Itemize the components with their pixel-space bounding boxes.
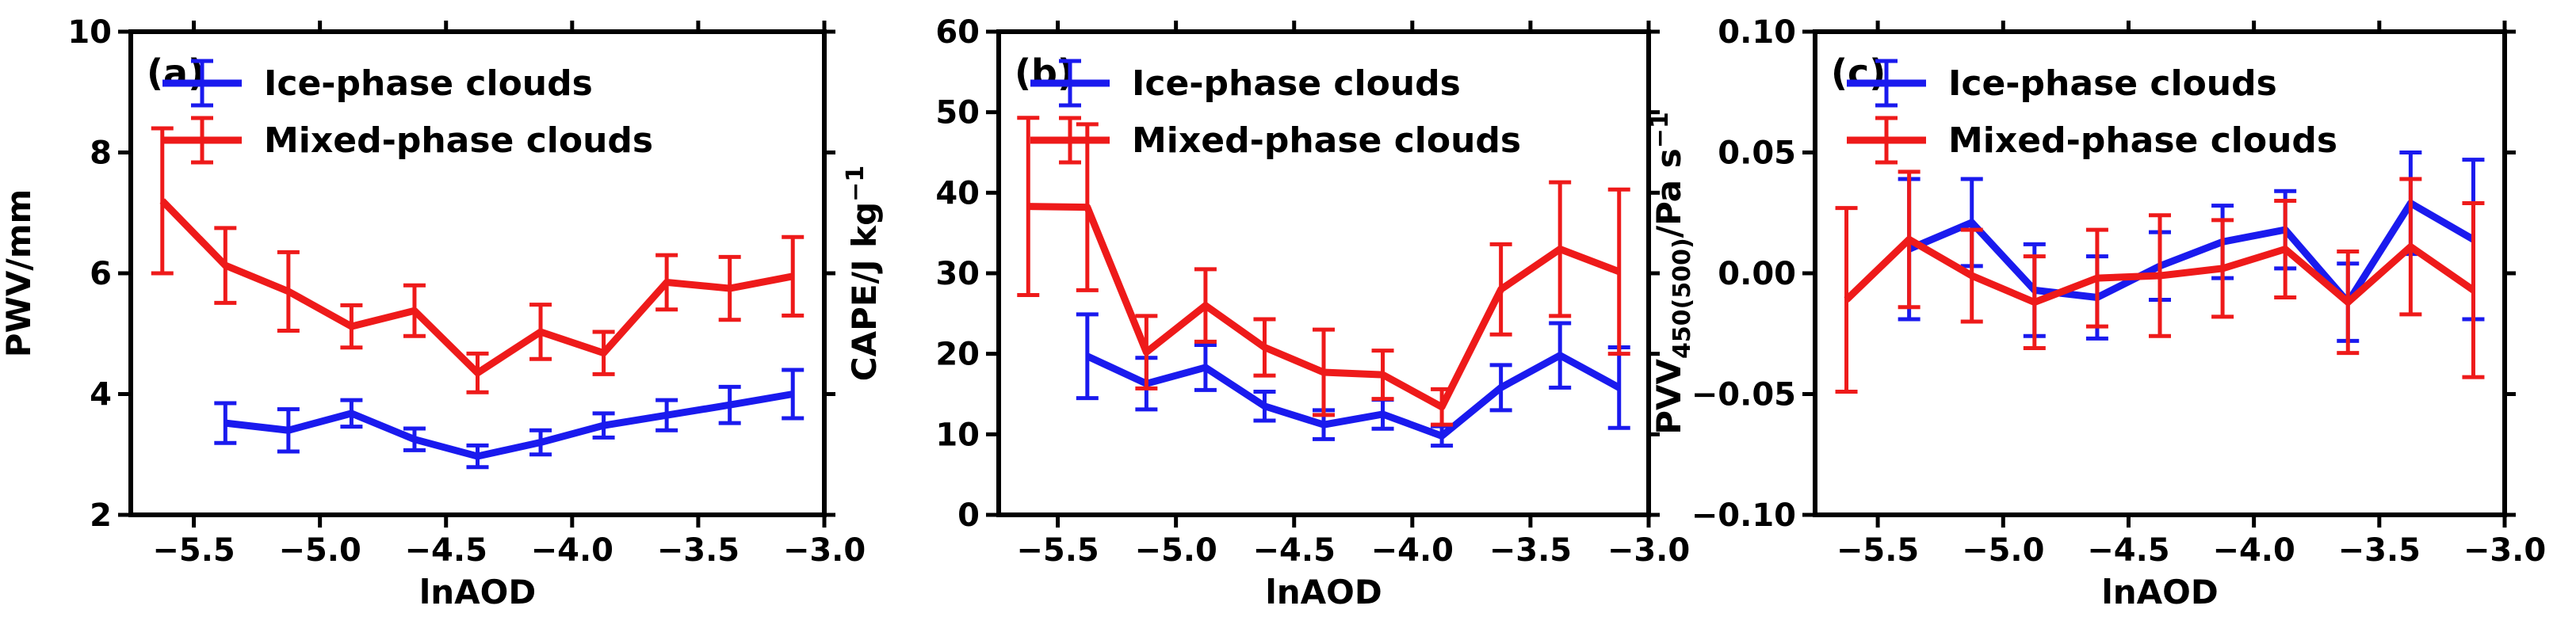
legend-label: Mixed-phase clouds bbox=[264, 120, 653, 161]
legend-item-ice-phase: Ice-phase clouds bbox=[1847, 59, 2277, 108]
series-line bbox=[224, 391, 793, 460]
x-tick-label: −5.0 bbox=[1962, 532, 2044, 569]
x-tick-label: −3.0 bbox=[2463, 532, 2546, 569]
series-line bbox=[159, 198, 794, 377]
y-tick-label: 0.10 bbox=[1718, 14, 1796, 51]
y-axis-label-unit: /Pa s bbox=[1649, 148, 1688, 238]
x-axis-label: lnAOD bbox=[2101, 573, 2218, 611]
y-axis-label: CAPE/J kg−1 bbox=[842, 166, 884, 381]
panel-label: (a) bbox=[147, 51, 204, 94]
y-axis-label-main: PWV/mm bbox=[0, 189, 38, 357]
x-tick-label: −4.0 bbox=[2212, 532, 2295, 569]
series-mixed-phase bbox=[151, 126, 805, 394]
x-tick-label: −3.5 bbox=[1489, 532, 1572, 569]
y-axis-label-superscript: −1 bbox=[1646, 112, 1674, 148]
legend-label: Mixed-phase clouds bbox=[1948, 120, 2337, 161]
y-tick-label: 40 bbox=[935, 175, 980, 211]
x-tick-label: −3.5 bbox=[2338, 532, 2421, 569]
legend-label: Ice-phase clouds bbox=[1948, 63, 2277, 104]
x-tick-label: −4.5 bbox=[2087, 532, 2169, 569]
panel-c: −5.5 −5.0 −4.5 −4.0 −3.5 −3.0 −0.10 −0.05 0.00 0.… bbox=[1646, 14, 2546, 611]
y-tick-label: 0 bbox=[957, 497, 980, 534]
y-tick-label: 50 bbox=[935, 95, 980, 131]
y-tick-label: 6 bbox=[90, 256, 112, 292]
x-tick-label: −5.5 bbox=[1016, 532, 1099, 569]
x-tick-label: −3.0 bbox=[783, 532, 866, 569]
series-ice-phase bbox=[214, 368, 805, 470]
x-tick-label: −4.5 bbox=[405, 532, 487, 569]
y-tick-label: 4 bbox=[90, 377, 112, 413]
x-tick-label: −4.0 bbox=[1371, 532, 1454, 569]
x-axis-label: lnAOD bbox=[1265, 573, 1382, 611]
y-tick-label: 0.00 bbox=[1718, 256, 1796, 292]
panel-a: −5.5 −5.0 −4.5 −4.0 −3.5 −3.0 2 4 6 8 10 lnAOD PWV/m… bbox=[0, 14, 866, 611]
legend-item-mixed-phase: Mixed-phase clouds bbox=[162, 116, 653, 165]
series-line bbox=[1844, 235, 2476, 307]
x-tick-label: −3.5 bbox=[657, 532, 740, 569]
legend-item-mixed-phase: Mixed-phase clouds bbox=[1030, 116, 1521, 165]
series-ice-phase bbox=[1898, 150, 2485, 343]
x-tick-label: −5.5 bbox=[152, 532, 235, 569]
axes-frame bbox=[996, 29, 1651, 517]
series-mixed-phase bbox=[1017, 116, 1630, 427]
y-tick-label: −0.05 bbox=[1691, 377, 1796, 413]
x-tick-label: −4.5 bbox=[1253, 532, 1336, 569]
series-line bbox=[1907, 200, 2475, 307]
x-tick-label: −3.0 bbox=[1607, 532, 1690, 569]
y-tick-label: −0.10 bbox=[1691, 497, 1796, 534]
y-axis-label: PVV450(500)/Pa s−1 bbox=[1646, 112, 1696, 434]
y-tick-label: 20 bbox=[935, 337, 980, 373]
legend-item-ice-phase: Ice-phase clouds bbox=[162, 59, 593, 108]
y-tick-label: 10 bbox=[935, 417, 980, 453]
x-axis-label: lnAOD bbox=[419, 573, 536, 611]
legend-label: Ice-phase clouds bbox=[264, 63, 593, 104]
x-tick-label: −5.0 bbox=[1134, 532, 1217, 569]
y-tick-label: 0.05 bbox=[1718, 135, 1796, 172]
y-tick-label: 2 bbox=[90, 497, 112, 534]
x-tick-label: −5.0 bbox=[278, 532, 361, 569]
y-tick-label: 30 bbox=[935, 256, 980, 292]
x-tick-label: −5.5 bbox=[1836, 532, 1919, 569]
legend-item-mixed-phase: Mixed-phase clouds bbox=[1847, 116, 2337, 165]
y-axis-label-main: PVV bbox=[1649, 358, 1688, 434]
y-tick-label: 8 bbox=[90, 135, 112, 172]
series-mixed-phase bbox=[1835, 170, 2485, 394]
series-line bbox=[1028, 203, 1621, 411]
panel-label: (c) bbox=[1831, 51, 1886, 94]
x-tick-label: −4.0 bbox=[531, 532, 613, 569]
panel-b: −5.5 −5.0 −4.5 −4.0 −3.5 −3.0 0 10 20 30 40 50 60 lnA… bbox=[842, 14, 1690, 611]
series-line bbox=[1085, 352, 1621, 440]
panel-label: (b) bbox=[1015, 51, 1074, 94]
y-tick-label: 10 bbox=[67, 14, 112, 51]
series-ice-phase bbox=[1076, 312, 1630, 448]
y-axis-label: PWV/mm bbox=[0, 189, 38, 357]
y-tick-label: 60 bbox=[935, 14, 980, 51]
y-axis-label-subscript: 450(500) bbox=[1668, 238, 1696, 359]
y-axis-label-superscript: −1 bbox=[842, 166, 869, 202]
y-axis-label-main: CAPE/J kg bbox=[845, 202, 884, 381]
legend-label: Mixed-phase clouds bbox=[1132, 120, 1521, 161]
legend-item-ice-phase: Ice-phase clouds bbox=[1030, 59, 1461, 108]
legend-label: Ice-phase clouds bbox=[1132, 63, 1461, 104]
